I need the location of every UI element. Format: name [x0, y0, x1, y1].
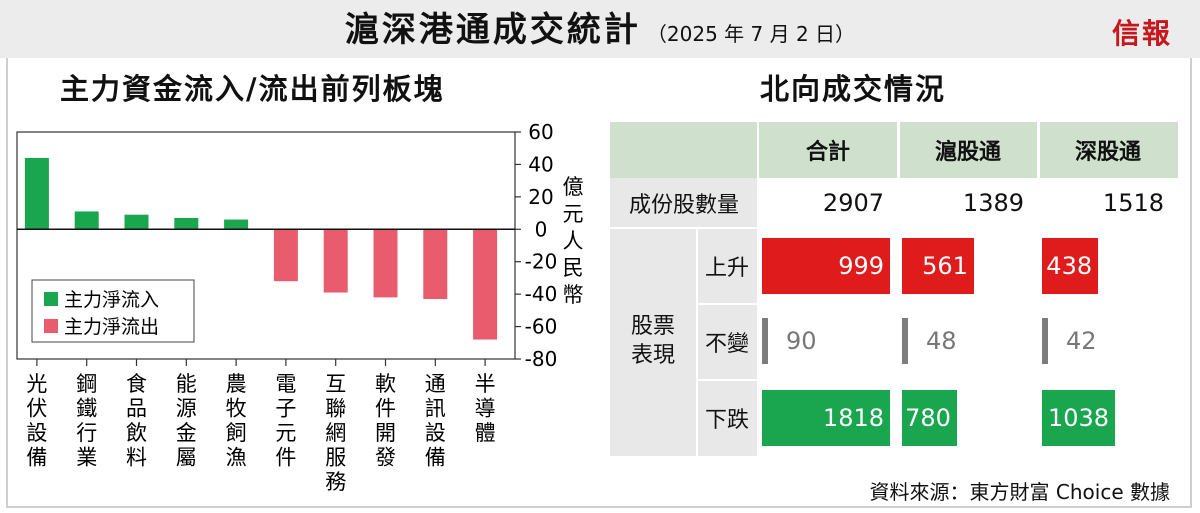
content-frame — [6, 58, 1192, 508]
legend-box — [31, 279, 195, 343]
row-label-flat-text: 不變 — [704, 332, 749, 357]
y-tick-label: -60 — [525, 315, 558, 339]
performance-bar: 48 — [902, 318, 1022, 364]
row-label-rise-text: 上升 — [704, 256, 749, 281]
col-header-sz-text: 深股通 — [1074, 140, 1141, 165]
group-label: 股票 表現 — [610, 228, 696, 456]
flat-marker — [1042, 318, 1048, 364]
count-sz-value: 1518 — [1102, 189, 1164, 217]
plot-area — [16, 131, 516, 360]
table-separator — [696, 303, 758, 305]
category-label: 通訊設備 — [425, 372, 446, 470]
legend-label-outflow: 主力淨流出 — [64, 316, 159, 338]
y-tick-label: -80 — [525, 347, 558, 371]
bar-inflow — [24, 157, 49, 230]
fall-value: 780 — [905, 404, 951, 432]
legend-label-inflow: 主力淨流入 — [64, 289, 159, 311]
table-separator — [696, 379, 758, 381]
bar-outflow — [473, 229, 498, 340]
bar-inflow — [124, 214, 149, 230]
category-label: 食品飲料 — [126, 372, 147, 470]
flat-value: 90 — [786, 327, 817, 355]
right-panel-title: 北向成交情況 — [760, 72, 947, 106]
performance-bar: 1818 — [762, 390, 890, 446]
y-tick-label: 0 — [535, 217, 548, 241]
bar-inflow — [224, 219, 249, 230]
fall-value: 1818 — [822, 404, 884, 432]
performance-bar: 561 — [902, 238, 974, 294]
y-tick-label: -20 — [525, 250, 558, 274]
rise-value: 561 — [922, 252, 968, 280]
row-label-fall: 下跌 — [696, 380, 758, 456]
table-separator — [1037, 122, 1040, 178]
left-panel-title: 主力資金流入/流出前列板塊 — [60, 72, 445, 106]
count-sh: 1389 — [898, 178, 1038, 228]
count-total: 2907 — [758, 178, 898, 228]
performance-bar: 438 — [1042, 238, 1099, 294]
category-label: 電子元件 — [275, 372, 296, 470]
fall-value: 1038 — [1048, 404, 1110, 432]
row-label-fall-text: 下跌 — [704, 408, 749, 433]
source-note: 資料來源：東方財富 Choice 數據 — [869, 480, 1170, 504]
chart-legend: 主力淨流入 主力淨流出 — [31, 279, 195, 343]
bar-outflow — [373, 229, 398, 298]
table-separator — [696, 228, 698, 456]
y-tick-label: 60 — [528, 120, 553, 144]
row-label-flat: 不變 — [696, 304, 758, 380]
flat-value: 48 — [926, 327, 957, 355]
category-label: 光伏設備 — [26, 372, 47, 470]
flat-marker — [902, 318, 908, 364]
table-separator — [610, 227, 758, 229]
category-label: 農牧飼漁 — [226, 372, 247, 470]
title-date: （2025 年 7 月 2 日） — [646, 22, 856, 46]
bar-outflow — [273, 229, 298, 282]
header-blank — [610, 122, 758, 178]
bar-inflow — [174, 217, 199, 230]
y-axis-label: 億元人民幣 — [563, 175, 584, 307]
flat-marker — [762, 318, 768, 364]
header-band — [0, 0, 1200, 58]
bar-inflow — [74, 211, 99, 230]
y-tick-label: 20 — [528, 185, 553, 209]
col-header-total: 合計 — [758, 122, 898, 178]
page-title: 滬深港通成交統計 （2025 年 7 月 2 日） — [0, 2, 1200, 51]
performance-bar: 42 — [1042, 318, 1162, 364]
row-label-rise: 上升 — [696, 228, 758, 304]
performance-bar: 780 — [902, 390, 957, 446]
count-total-value: 2907 — [822, 189, 884, 217]
y-tick-label: -40 — [525, 282, 558, 306]
row-count-label: 成份股數量 — [610, 178, 758, 228]
col-header-sh-text: 滬股通 — [934, 140, 1001, 165]
bar-outflow — [323, 229, 348, 293]
table-separator — [757, 122, 759, 456]
group-label-line1: 股票 — [630, 314, 675, 340]
sector-flow-chart: 60 40 20 0 -20 -40 -60 -80 光伏設備 鋼鐵行業 食品飲料 能源金屬 農牧飼漁… — [16, 120, 584, 494]
count-sh-value: 1389 — [962, 189, 1024, 217]
category-label: 半導體 — [475, 372, 496, 445]
publisher-logo: 信報 — [1111, 17, 1172, 50]
category-label: 軟件開發 — [375, 372, 396, 470]
col-header-total-text: 合計 — [805, 140, 850, 165]
category-label: 互聯網服務 — [325, 372, 346, 494]
legend-swatch-outflow — [44, 319, 58, 333]
legend-swatch-inflow — [44, 292, 58, 306]
performance-bar: 999 — [762, 238, 890, 294]
rise-value: 999 — [838, 252, 884, 280]
col-header-sz: 深股通 — [1038, 122, 1178, 178]
col-header-sh: 滬股通 — [898, 122, 1038, 178]
category-label: 能源金屬 — [176, 372, 197, 470]
y-tick-label: 40 — [528, 152, 553, 176]
performance-bar: 90 — [762, 318, 882, 364]
group-label-line2: 表現 — [630, 343, 675, 368]
row-count-label-text: 成份股數量 — [628, 193, 739, 218]
bar-outflow — [423, 229, 448, 300]
table-separator — [897, 122, 900, 178]
flat-value: 42 — [1066, 327, 1097, 355]
performance-bar: 1038 — [1042, 390, 1116, 446]
title-main: 滬深港通成交統計 — [344, 10, 641, 50]
category-label: 鋼鐵行業 — [76, 372, 97, 470]
rise-value: 438 — [1046, 252, 1093, 280]
count-sz: 1518 — [1038, 178, 1178, 228]
